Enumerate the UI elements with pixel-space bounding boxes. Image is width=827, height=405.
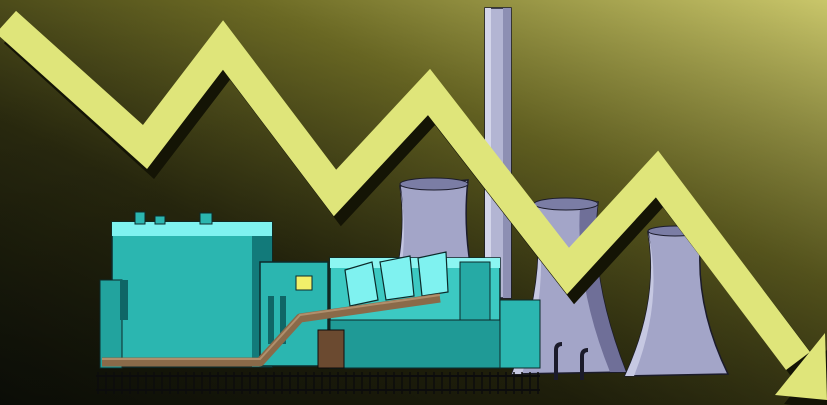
plant-building	[99, 211, 541, 369]
cooling-tower-right	[623, 225, 730, 377]
pipe	[102, 293, 441, 367]
trend-arrow	[0, 10, 810, 371]
small-pipes	[554, 342, 589, 380]
pipe-highlight	[102, 294, 441, 360]
trend-arrowhead	[775, 333, 827, 400]
fence-posts	[97, 372, 539, 394]
